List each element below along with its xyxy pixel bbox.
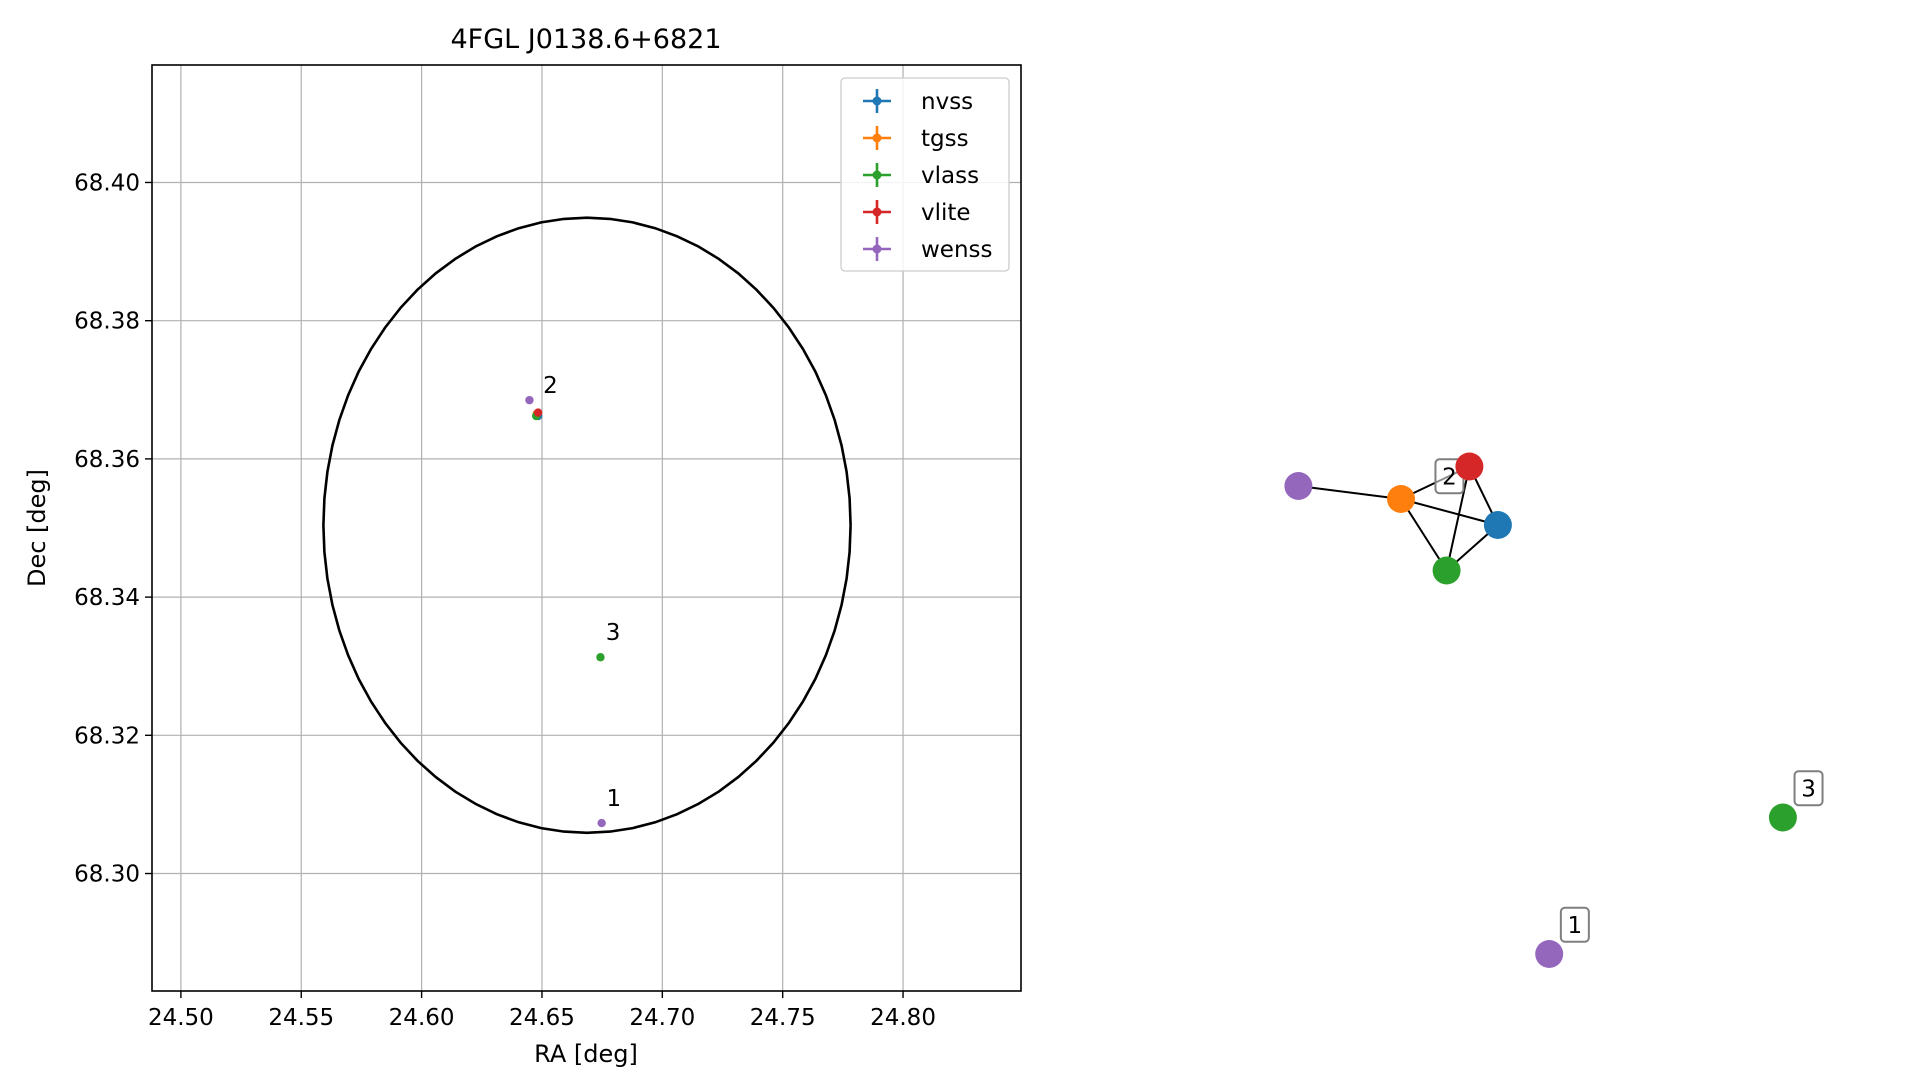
graph-node-wenss-2 bbox=[1284, 472, 1313, 500]
scatter-plot: 4FGL J0138.6+6821 231 24.50 24.55 24.60 24.… bbox=[23, 24, 1022, 1068]
graph-edge bbox=[1298, 485, 1402, 500]
y-tick-label: 68.32 bbox=[74, 723, 140, 749]
legend-entry-vlass: vlass bbox=[863, 163, 979, 189]
point-vlite bbox=[533, 408, 543, 417]
graph-edge bbox=[1400, 498, 1499, 526]
graph-label-box bbox=[1559, 906, 1590, 943]
graph-edge bbox=[1445, 466, 1471, 571]
point-wenss bbox=[525, 395, 534, 405]
graph-edges bbox=[1298, 465, 1499, 572]
x-axis-label: RA [deg] bbox=[534, 1040, 638, 1068]
point-wenss bbox=[597, 818, 606, 828]
legend-entry-vlite: vlite bbox=[863, 200, 971, 226]
y-ticks: 68.30 68.32 68.34 68.36 68.38 68.40 bbox=[74, 170, 152, 888]
legend-label: vlite bbox=[921, 200, 971, 226]
x-tick-label: 24.65 bbox=[509, 1005, 575, 1031]
x-tick-label: 24.80 bbox=[870, 1005, 936, 1031]
legend-marker bbox=[872, 96, 882, 106]
y-tick-label: 68.38 bbox=[74, 309, 140, 335]
legend-entry-tgss: tgss bbox=[863, 126, 969, 152]
point-annotation: 2 bbox=[543, 373, 558, 399]
graph-label-text: 2 bbox=[1442, 464, 1457, 490]
legend: nvss tgss vlass vlite wenss bbox=[840, 77, 1010, 272]
point-vlass bbox=[596, 653, 605, 662]
x-tick-label: 24.50 bbox=[148, 1005, 214, 1031]
data-points bbox=[525, 395, 606, 828]
legend-marker bbox=[872, 207, 882, 217]
chart-title: 4FGL J0138.6+6821 bbox=[450, 24, 721, 55]
x-tick-label: 24.70 bbox=[629, 1005, 695, 1031]
graph-label-text: 1 bbox=[1568, 913, 1583, 939]
legend-entry-nvss: nvss bbox=[863, 89, 973, 115]
legend-marker bbox=[872, 244, 882, 254]
legend-label: vlass bbox=[921, 163, 979, 189]
legend-marker bbox=[872, 133, 882, 143]
y-axis-label: Dec [deg] bbox=[23, 469, 51, 587]
x-tick-label: 24.75 bbox=[750, 1005, 816, 1031]
error-ellipse bbox=[322, 216, 852, 835]
legend-label: wenss bbox=[921, 237, 993, 263]
graph-node-vlite-2 bbox=[1455, 452, 1484, 481]
legend-box bbox=[840, 77, 1010, 272]
y-tick-label: 68.36 bbox=[74, 447, 140, 473]
y-tick-label: 68.40 bbox=[74, 170, 140, 196]
graph-edge bbox=[1400, 498, 1448, 572]
graph-node-tgss-2 bbox=[1387, 485, 1415, 513]
legend-marker bbox=[872, 170, 882, 180]
graph-node-wenss-1 bbox=[1535, 940, 1564, 968]
network-graph: 2 3 1 bbox=[1284, 452, 1824, 968]
plot-frame bbox=[151, 64, 1022, 992]
point-annotations: 2 3 1 bbox=[543, 373, 621, 812]
error-ellipse-outline bbox=[322, 216, 852, 835]
y-tick-label: 68.34 bbox=[74, 585, 140, 611]
graph-label: 1 bbox=[1559, 906, 1590, 943]
x-tick-label: 24.60 bbox=[389, 1005, 455, 1031]
graph-label-box bbox=[1793, 770, 1824, 807]
graph-node-nvss-2 bbox=[1483, 511, 1512, 539]
legend-entry-wenss: wenss bbox=[863, 237, 993, 263]
graph-node-vlass-3 bbox=[1768, 803, 1797, 832]
point-annotation: 3 bbox=[606, 620, 621, 646]
graph-label-text: 3 bbox=[1801, 776, 1816, 802]
legend-label: tgss bbox=[921, 126, 969, 152]
graph-nodes bbox=[1284, 452, 1797, 968]
point-annotation: 1 bbox=[606, 786, 621, 812]
graph-label: 3 bbox=[1793, 770, 1824, 807]
x-ticks: 24.50 24.55 24.60 24.65 24.70 24.75 24.80 bbox=[148, 991, 936, 1031]
x-tick-label: 24.55 bbox=[268, 1005, 334, 1031]
graph-node-vlass-2 bbox=[1432, 556, 1461, 585]
y-tick-label: 68.30 bbox=[74, 862, 140, 888]
legend-label: nvss bbox=[921, 89, 973, 115]
